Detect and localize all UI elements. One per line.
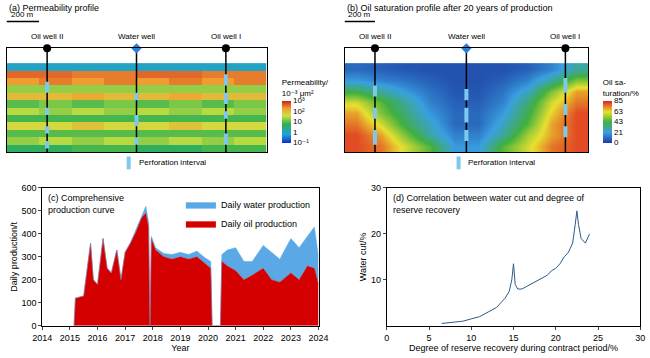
svg-text:30: 30 (635, 333, 645, 343)
svg-text:2021: 2021 (226, 333, 246, 343)
svg-text:2023: 2023 (281, 333, 301, 343)
svg-text:2018: 2018 (143, 333, 163, 343)
svg-text:0: 0 (614, 138, 619, 147)
svg-text:300: 300 (21, 252, 36, 262)
svg-text:10³: 10³ (293, 96, 305, 105)
svg-text:Permeability/10⁻³ μm²: Permeability/10⁻³ μm² (282, 78, 329, 97)
svg-text:Oil sa-turation/%: Oil sa-turation/% (603, 78, 639, 97)
svg-text:(c) Comprehensiveproduction cu: (c) Comprehensiveproduction curve (48, 193, 124, 215)
svg-text:2024: 2024 (308, 333, 328, 343)
svg-text:2014: 2014 (32, 333, 52, 343)
svg-text:5: 5 (426, 333, 431, 343)
svg-text:600: 600 (21, 183, 36, 193)
svg-text:30: 30 (371, 183, 381, 193)
svg-text:20: 20 (371, 229, 381, 239)
svg-text:2019: 2019 (170, 333, 190, 343)
svg-text:43: 43 (614, 117, 623, 126)
svg-text:(a) Permeability profile: (a) Permeability profile (9, 3, 99, 13)
svg-text:200: 200 (21, 275, 36, 285)
svg-text:400: 400 (21, 229, 36, 239)
svg-text:200 m: 200 m (348, 10, 371, 19)
svg-text:15: 15 (508, 333, 518, 343)
svg-text:Daily production/t: Daily production/t (9, 222, 19, 292)
svg-text:20: 20 (551, 333, 561, 343)
svg-text:Degree of reserve recovery dur: Degree of reserve recovery during contra… (409, 343, 618, 353)
svg-text:100: 100 (21, 298, 36, 308)
svg-text:2017: 2017 (115, 333, 135, 343)
svg-text:10²: 10² (293, 107, 305, 116)
svg-text:Water well: Water well (448, 32, 485, 41)
svg-text:1: 1 (293, 128, 298, 137)
svg-text:Daily water production: Daily water production (221, 200, 310, 210)
svg-text:21: 21 (614, 128, 623, 137)
svg-text:500: 500 (21, 206, 36, 216)
svg-text:0: 0 (31, 321, 36, 331)
svg-text:2020: 2020 (198, 333, 218, 343)
svg-text:Water well: Water well (118, 32, 155, 41)
svg-text:Perforation interval: Perforation interval (468, 158, 535, 167)
svg-text:Perforation interval: Perforation interval (139, 158, 206, 167)
svg-text:Year: Year (171, 343, 189, 353)
svg-text:10: 10 (371, 275, 381, 285)
svg-text:(b) Oil saturation profile aft: (b) Oil saturation profile after 20 year… (347, 3, 553, 13)
svg-text:10: 10 (293, 117, 302, 126)
svg-text:10⁻¹: 10⁻¹ (293, 138, 309, 147)
svg-text:85: 85 (614, 96, 623, 105)
svg-text:(d) Correlation between water: (d) Correlation between water cut and de… (393, 193, 585, 215)
svg-text:Oil well II: Oil well II (31, 32, 63, 41)
svg-text:Oil well I: Oil well I (550, 32, 580, 41)
svg-text:2022: 2022 (253, 333, 273, 343)
svg-text:Oil well II: Oil well II (359, 32, 391, 41)
svg-text:200 m: 200 m (11, 10, 34, 19)
svg-text:Water cut/%: Water cut/% (358, 233, 368, 282)
svg-text:Oil well I: Oil well I (211, 32, 241, 41)
svg-text:2015: 2015 (60, 333, 80, 343)
svg-text:63: 63 (614, 107, 623, 116)
svg-text:0: 0 (384, 333, 389, 343)
svg-text:10: 10 (466, 333, 476, 343)
svg-text:25: 25 (593, 333, 603, 343)
svg-text:Daily oil production: Daily oil production (221, 219, 297, 229)
svg-text:2016: 2016 (87, 333, 107, 343)
